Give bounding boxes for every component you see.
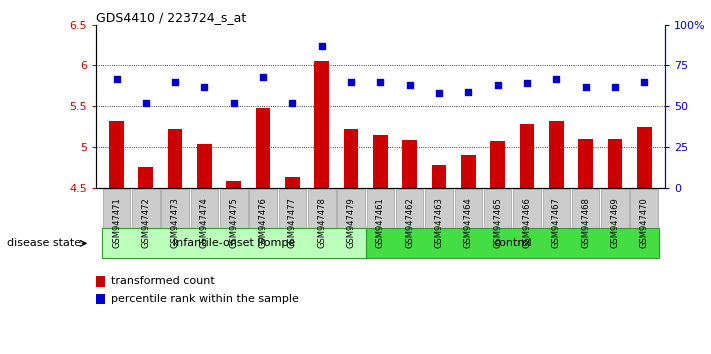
Bar xyxy=(314,61,329,188)
Point xyxy=(140,100,151,106)
Text: GSM947468: GSM947468 xyxy=(581,198,590,249)
Bar xyxy=(285,177,300,188)
Point xyxy=(580,84,592,90)
Point xyxy=(433,90,444,96)
Point xyxy=(287,100,298,106)
Bar xyxy=(520,124,534,188)
Bar xyxy=(637,127,651,188)
Point xyxy=(404,82,415,88)
Text: GSM947462: GSM947462 xyxy=(405,198,415,249)
Point xyxy=(316,43,328,49)
Text: percentile rank within the sample: percentile rank within the sample xyxy=(111,294,299,304)
Text: infantile-onset Pompe: infantile-onset Pompe xyxy=(173,238,295,249)
Bar xyxy=(227,181,241,188)
Text: GSM947464: GSM947464 xyxy=(464,198,473,249)
Point xyxy=(169,79,181,85)
Text: GSM947472: GSM947472 xyxy=(141,198,150,249)
Bar xyxy=(491,141,505,188)
Text: GSM947469: GSM947469 xyxy=(611,198,619,249)
Text: GSM947467: GSM947467 xyxy=(552,198,561,249)
Bar xyxy=(109,121,124,188)
Text: GSM947475: GSM947475 xyxy=(229,198,238,249)
Point xyxy=(257,74,269,80)
Point xyxy=(346,79,357,85)
Point xyxy=(609,84,621,90)
Text: GSM947463: GSM947463 xyxy=(434,198,444,249)
Point xyxy=(111,76,122,81)
Bar xyxy=(256,108,270,188)
Text: GSM947470: GSM947470 xyxy=(640,198,648,249)
Text: GSM947476: GSM947476 xyxy=(259,198,267,249)
Bar xyxy=(578,139,593,188)
Point xyxy=(199,84,210,90)
Bar xyxy=(432,165,447,188)
Bar xyxy=(343,129,358,188)
Text: GSM947471: GSM947471 xyxy=(112,198,121,249)
Point xyxy=(463,89,474,95)
Bar xyxy=(139,167,153,188)
Point xyxy=(638,79,650,85)
Text: control: control xyxy=(493,238,532,249)
Point xyxy=(521,81,533,86)
Point xyxy=(228,100,240,106)
Text: GSM947473: GSM947473 xyxy=(171,198,180,249)
Bar xyxy=(168,129,183,188)
Bar xyxy=(549,121,564,188)
Bar xyxy=(197,144,212,188)
Bar xyxy=(373,135,387,188)
Text: disease state: disease state xyxy=(7,238,81,249)
Bar xyxy=(608,139,622,188)
Point xyxy=(375,79,386,85)
Bar xyxy=(402,141,417,188)
Text: GDS4410 / 223724_s_at: GDS4410 / 223724_s_at xyxy=(96,11,246,24)
Text: GSM947478: GSM947478 xyxy=(317,198,326,249)
Text: GSM947466: GSM947466 xyxy=(523,198,532,249)
Text: GSM947477: GSM947477 xyxy=(288,198,297,249)
Text: GSM947474: GSM947474 xyxy=(200,198,209,249)
Text: GSM947461: GSM947461 xyxy=(376,198,385,249)
Point xyxy=(550,76,562,81)
Bar xyxy=(461,155,476,188)
Text: transformed count: transformed count xyxy=(111,276,215,286)
Text: GSM947479: GSM947479 xyxy=(346,198,356,249)
Point xyxy=(492,82,503,88)
Text: GSM947465: GSM947465 xyxy=(493,198,502,249)
